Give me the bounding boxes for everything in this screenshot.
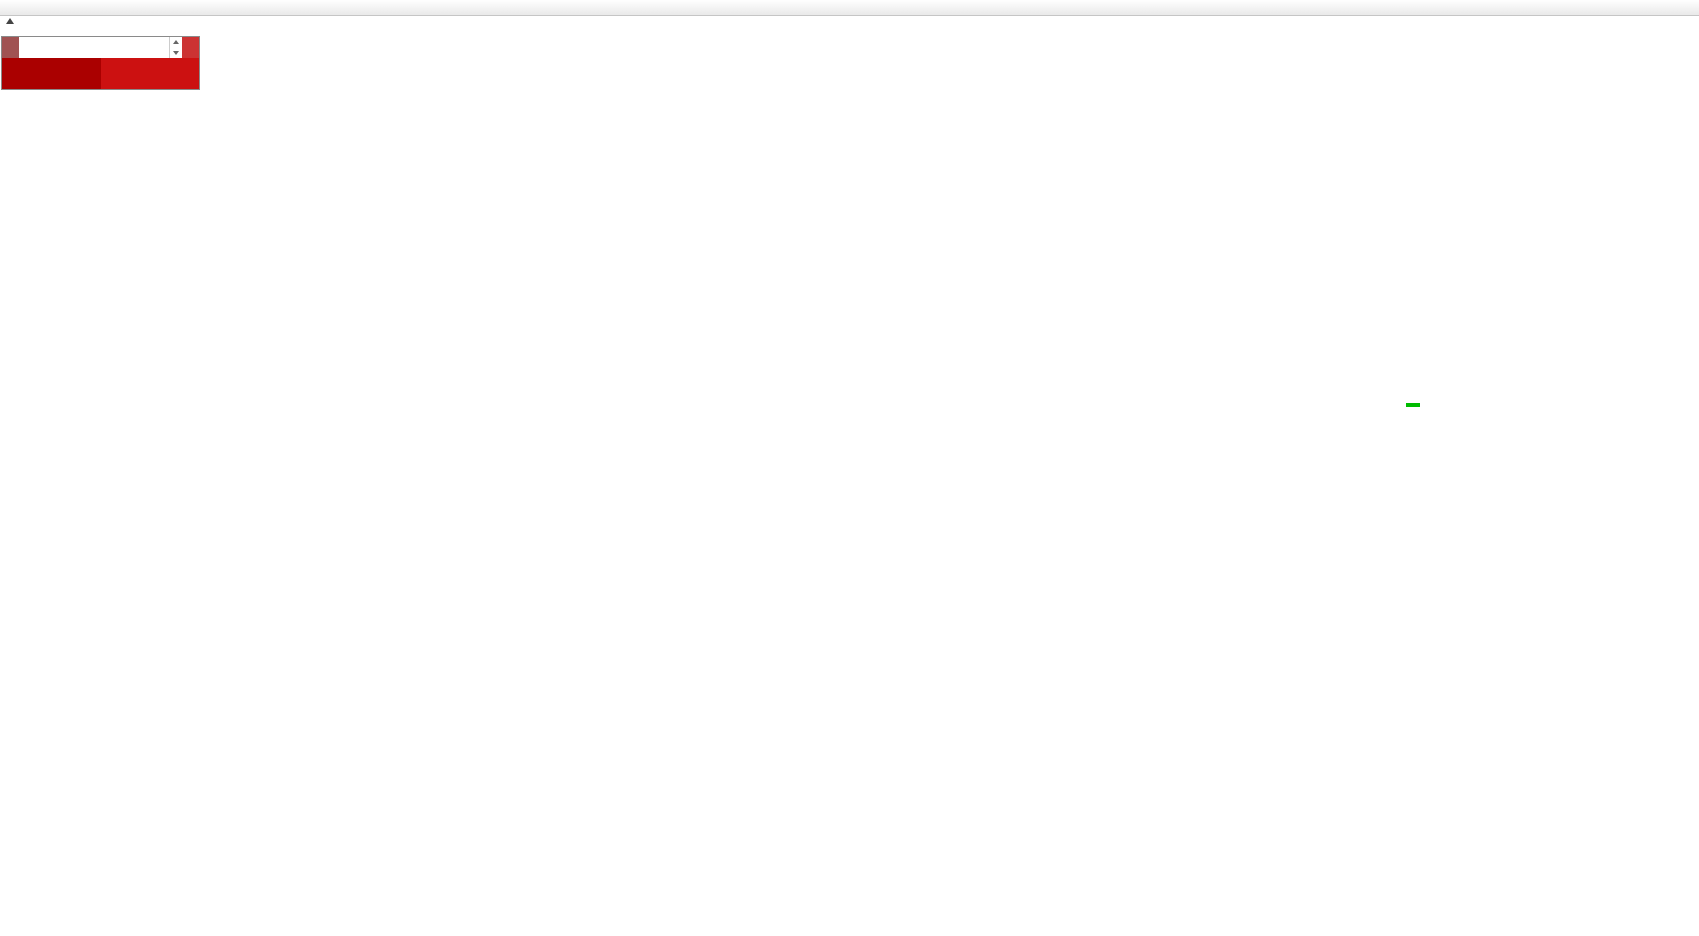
chart-header xyxy=(6,18,49,24)
buy-price[interactable] xyxy=(100,58,199,89)
quantity-up-icon[interactable] xyxy=(170,37,182,48)
quantity-down-icon[interactable] xyxy=(170,48,182,59)
quantity-spinner xyxy=(169,37,182,58)
quantity-input[interactable] xyxy=(19,37,169,58)
one-click-toggle-icon[interactable] xyxy=(6,18,14,24)
toolbar xyxy=(0,0,1699,16)
sell-price[interactable] xyxy=(2,58,101,89)
turning-point-label[interactable] xyxy=(1406,403,1420,407)
sell-button[interactable] xyxy=(2,37,19,58)
one-click-trading-panel xyxy=(1,36,200,90)
quantity-field xyxy=(19,37,182,58)
buy-button[interactable] xyxy=(182,37,199,58)
